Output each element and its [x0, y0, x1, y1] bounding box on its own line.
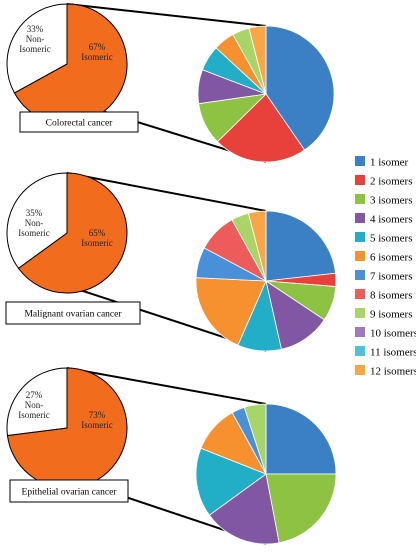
pie-slice-1-isomers: [265, 25, 335, 151]
cancer-label: Epithelial ovarian cancer: [22, 488, 118, 498]
legend-item-4: 4 isomers: [370, 214, 412, 226]
legend: 1 isomer 2 isomers 3 isomers 4 isomers 5 iso…: [355, 156, 416, 378]
pie-slice-12-isomers: [248, 25, 267, 95]
pie-slice-2-isomers: [216, 93, 306, 163]
legend-swatch-10: [355, 327, 365, 337]
legend-swatch-9: [355, 308, 365, 318]
cancer-label: Colorectal cancer: [46, 119, 114, 129]
non-isomeric-label-line: Isomeric: [19, 44, 51, 54]
legend-item-8: 8 isomers: [370, 290, 412, 302]
non-isomeric-label-line: 35%: [26, 208, 43, 218]
isomeric-slice: [17, 172, 128, 294]
non-isomeric-label-line: 33%: [27, 24, 44, 34]
isomeric-label: 73% Isomeric: [81, 410, 113, 430]
legend-swatch-11: [355, 346, 365, 356]
non-isomeric-slice: [6, 172, 68, 269]
legend-item-6: 6 isomers: [370, 252, 412, 264]
pie-slice-5-isomers: [195, 447, 267, 516]
legend-item-10: 10 isomers: [370, 328, 416, 340]
isomeric-label: 65% Isomeric: [81, 228, 113, 248]
legend-swatch-4: [355, 213, 365, 223]
legend-item-5: 5 isomers: [370, 233, 412, 245]
isomeric-label-line: Isomeric: [81, 420, 113, 430]
legend-swatch-6: [355, 251, 365, 261]
non-isomeric-label-line: Non-: [25, 218, 44, 228]
non-isomeric-slice: [6, 3, 68, 94]
non-isomeric-label: 35% Non-Isomeric: [18, 208, 50, 238]
cancer-label-box: [9, 479, 129, 503]
non-isomeric-label-line: Isomeric: [18, 228, 50, 238]
pie-slice-4-isomers: [208, 473, 280, 545]
pie-slice-6-isomers: [195, 277, 267, 346]
pie-slice-9-isomers: [243, 403, 267, 475]
cancer-label-box: [5, 301, 141, 325]
non-isomeric-label: 27% Non-Isomeric: [18, 390, 50, 420]
legend-swatch-5: [355, 232, 365, 242]
cancer-label: Malignant ovarian cancer: [24, 310, 122, 320]
cancer-label-box: [19, 111, 139, 133]
legend-item-11: 11 isomers: [370, 347, 416, 359]
isomeric-label-line: 65%: [89, 228, 106, 238]
legend-item-1: 1 isomer: [370, 157, 409, 169]
pie-slice-1-isomers: [265, 210, 337, 282]
legend-item-9: 9 isomers: [370, 309, 412, 321]
connector-line-top: [66, 367, 267, 405]
legend-swatch-1: [355, 156, 365, 166]
legend-swatch-3: [355, 194, 365, 204]
connector-line-top: [66, 3, 267, 27]
legend-swatch-7: [355, 270, 365, 280]
non-isomeric-slice: [6, 367, 68, 437]
legend-item-7: 7 isomers: [370, 271, 412, 283]
legend-swatch-2: [355, 175, 365, 185]
legend-item-3: 3 isomers: [370, 195, 412, 207]
non-isomeric-label-line: Non-: [25, 400, 44, 410]
non-isomeric-label-line: 27%: [26, 390, 43, 400]
isomeric-label-line: 67%: [89, 42, 106, 52]
non-isomeric-label-line: Isomeric: [18, 410, 50, 420]
pie-slice-3-isomers: [265, 473, 337, 544]
legend-swatch-12: [355, 365, 365, 375]
non-isomeric-label: 33% Non-Isomeric: [19, 24, 51, 54]
pie-slice-12-isomers: [247, 210, 267, 282]
legend-swatch-8: [355, 289, 365, 299]
non-isomeric-label-line: Non-: [26, 34, 45, 44]
isomeric-label-line: 73%: [89, 410, 106, 420]
legend-item-12: 12 isomers: [370, 366, 416, 378]
isomeric-label: 67% Isomeric: [81, 42, 113, 62]
pie-slice-1-isomers: [265, 403, 337, 475]
legend-item-2: 2 isomers: [370, 176, 412, 188]
connector-line-top: [66, 172, 267, 212]
isomeric-label-line: Isomeric: [81, 238, 113, 248]
isomeric-label-line: Isomeric: [81, 52, 113, 62]
